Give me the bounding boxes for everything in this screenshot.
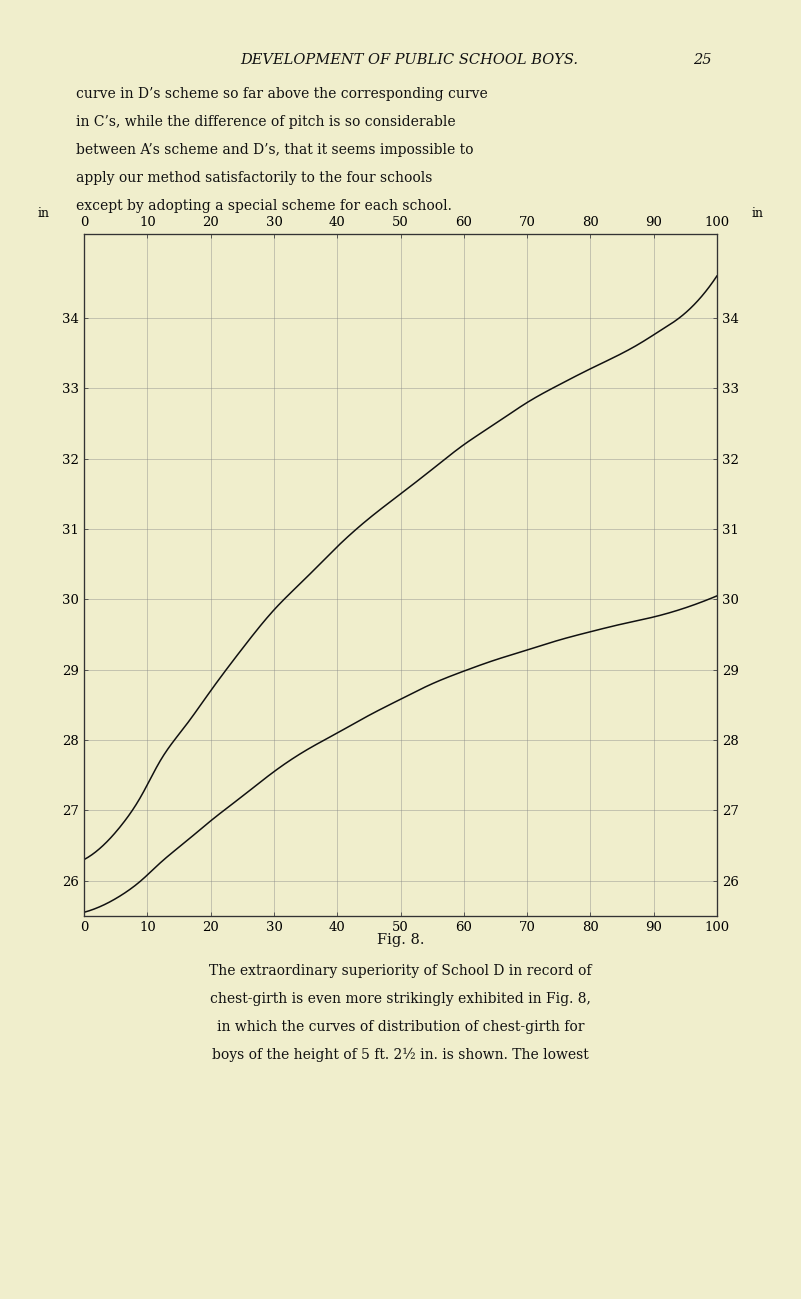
Text: The extraordinary superiority of School D in record of: The extraordinary superiority of School … (209, 964, 592, 978)
Text: chest-girth is even more strikingly exhibited in Fig. 8,: chest-girth is even more strikingly exhi… (210, 992, 591, 1005)
Text: except by adopting a special scheme for each school.: except by adopting a special scheme for … (76, 199, 452, 213)
Text: between A’s scheme and D’s, that it seems impossible to: between A’s scheme and D’s, that it seem… (76, 143, 473, 157)
Text: apply our method satisfactorily to the four schools: apply our method satisfactorily to the f… (76, 170, 433, 184)
Text: boys of the height of 5 ft. 2½ in. is shown. The lowest: boys of the height of 5 ft. 2½ in. is sh… (212, 1047, 589, 1061)
Text: in C’s, while the difference of pitch is so considerable: in C’s, while the difference of pitch is… (76, 116, 456, 129)
Text: Fig. 8.: Fig. 8. (376, 933, 425, 947)
Text: DEVELOPMENT OF PUBLIC SCHOOL BOYS.: DEVELOPMENT OF PUBLIC SCHOOL BOYS. (240, 53, 578, 68)
Text: curve in D’s scheme so far above the corresponding curve: curve in D’s scheme so far above the cor… (76, 87, 488, 101)
Text: 25: 25 (693, 53, 711, 68)
Text: in: in (751, 207, 763, 221)
Text: in which the curves of distribution of chest-girth for: in which the curves of distribution of c… (217, 1020, 584, 1034)
Text: in: in (38, 207, 50, 221)
